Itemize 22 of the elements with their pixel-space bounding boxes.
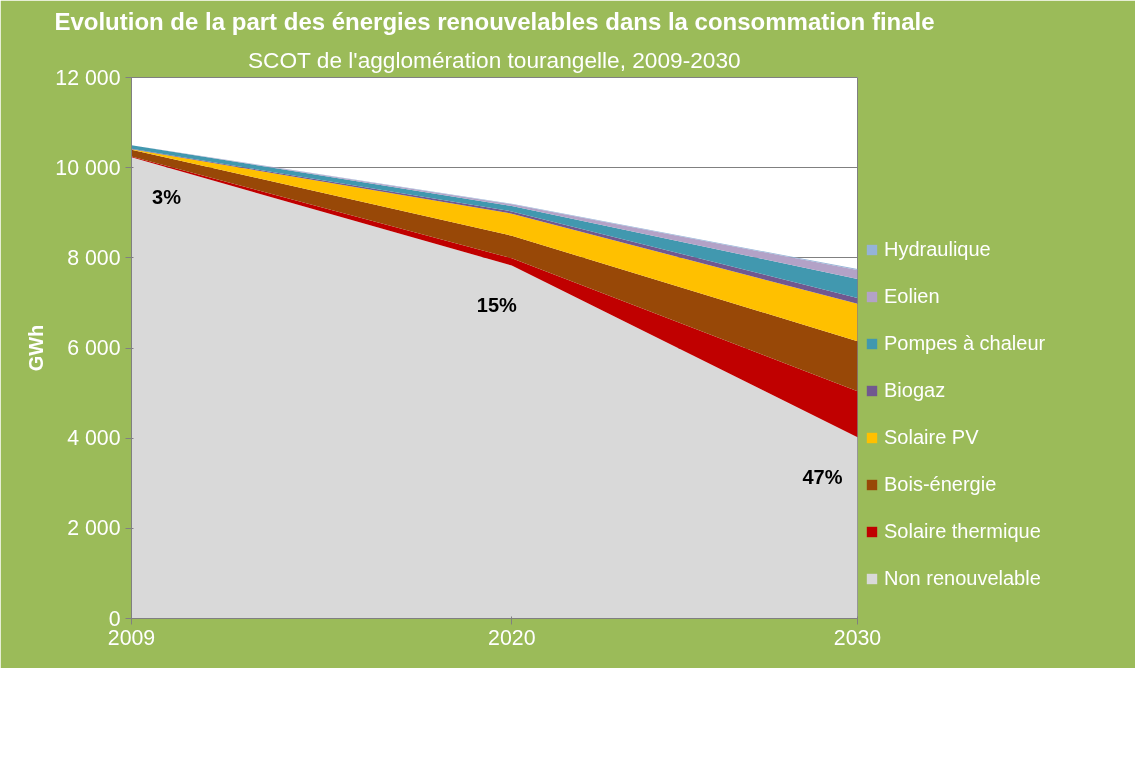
legend-label: Solaire PV <box>884 426 979 449</box>
legend-label: Solaire thermique <box>884 520 1041 543</box>
legend-label: Biogaz <box>884 379 946 402</box>
y-tick-label: 10 000 <box>55 155 121 180</box>
legend-label: Eolien <box>884 285 940 308</box>
legend-label: Bois-énergie <box>884 473 997 496</box>
chart-title: Evolution de la part des énergies renouvelables dans la consommation finale <box>54 7 935 35</box>
y-tick-label: 2 000 <box>67 516 121 541</box>
y-tick-label: 4 000 <box>67 426 121 451</box>
x-tick-label: 2020 <box>488 625 536 650</box>
y-axis-title: GWh <box>25 324 48 372</box>
legend-label: Pompes à chaleur <box>884 332 1046 355</box>
chart-subtitle: SCOT de l'agglomération tourangelle, 2009-2030 <box>248 46 741 73</box>
legend-label: Hydraulique <box>884 238 991 261</box>
x-tick-label: 2030 <box>833 625 882 650</box>
annotation: 3% <box>152 186 182 209</box>
y-tick-label: 8 000 <box>67 245 121 270</box>
y-tick-label: 12 000 <box>55 65 121 90</box>
annotation: 47% <box>802 466 843 489</box>
legend-label: Non renouvelable <box>884 567 1041 590</box>
y-tick-label: 6 000 <box>67 336 121 360</box>
annotation: 15% <box>476 294 518 317</box>
